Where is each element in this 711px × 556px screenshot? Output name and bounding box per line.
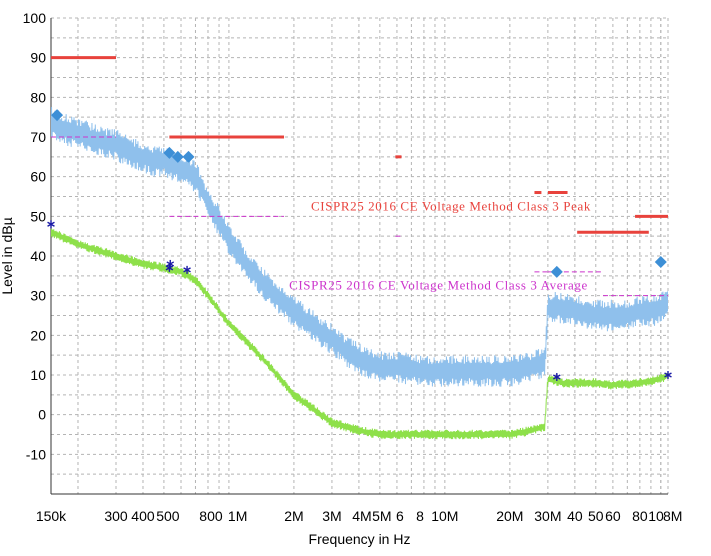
y-tick-label: 80 xyxy=(30,89,46,105)
x-tick-label: 2M xyxy=(284,508,303,524)
average-marker-stroke xyxy=(183,267,191,273)
x-tick-label: 8 xyxy=(416,508,424,524)
x-tick-label: 8M xyxy=(663,508,682,524)
average-marker xyxy=(552,372,561,381)
x-tick-label: 40 xyxy=(567,508,583,524)
y-axis-title: Level in dBµ xyxy=(0,217,15,294)
average-marker xyxy=(664,371,672,379)
y-tick-label: 40 xyxy=(30,248,46,264)
x-tick-label: 80 xyxy=(632,508,648,524)
average-marker-stroke xyxy=(47,221,55,227)
y-tick-label: 60 xyxy=(30,169,46,185)
y-tick-label: 20 xyxy=(30,327,46,343)
average-marker xyxy=(183,265,191,274)
peak-marker xyxy=(182,150,195,163)
peak-marker xyxy=(654,255,667,268)
peak-marker xyxy=(171,150,184,163)
x-tick-label: 30M xyxy=(534,508,561,524)
grid xyxy=(51,17,669,495)
x-tick-label: 500 xyxy=(156,508,180,524)
y-tick-label: 0 xyxy=(38,407,46,423)
x-tick-label: 3M xyxy=(322,508,341,524)
peak-marker xyxy=(51,109,64,122)
x-tick-label: 1M xyxy=(228,508,247,524)
average-marker-stroke xyxy=(552,374,561,380)
average-marker xyxy=(166,259,175,268)
peak-marker xyxy=(550,265,563,278)
limit-line-label: CISPR25 2016 CE Voltage Method Class 3 A… xyxy=(289,278,588,293)
y-tick-label: 50 xyxy=(30,208,46,224)
average-marker-stroke xyxy=(166,261,175,267)
limit-line-label: CISPR25 2016 CE Voltage Method Class 3 P… xyxy=(311,198,591,213)
x-axis-title: Frequency in Hz xyxy=(309,531,411,547)
x-tick-label: 6 xyxy=(396,508,404,524)
y-tick-label: 100 xyxy=(23,10,47,26)
x-tick-label: 5M xyxy=(372,508,391,524)
x-tick-label: 60 xyxy=(605,508,621,524)
x-tick-label: 400 xyxy=(131,508,155,524)
x-tick-label: 50 xyxy=(588,508,604,524)
x-tick-label: 800 xyxy=(199,508,223,524)
y-tick-label: 10 xyxy=(30,367,46,383)
y-tick-label: 70 xyxy=(30,129,46,145)
average-marker-stroke xyxy=(165,265,174,271)
x-tick-label: 150k xyxy=(36,508,67,524)
x-tick-label: 300 xyxy=(104,508,128,524)
y-tick-label: -10 xyxy=(26,446,46,462)
trace-average-scan xyxy=(51,228,668,440)
peak-marker xyxy=(163,146,176,159)
x-tick-label: 10 xyxy=(648,508,664,524)
y-tick-label: 30 xyxy=(30,288,46,304)
x-tick-label: 20M xyxy=(496,508,523,524)
x-tick-label: 4M xyxy=(352,508,371,524)
y-tick-label: 90 xyxy=(30,50,46,66)
average-marker-stroke xyxy=(664,372,672,378)
average-marker xyxy=(47,220,55,229)
x-tick-label: 10M xyxy=(431,508,458,524)
trace-peak-scan xyxy=(51,107,668,387)
